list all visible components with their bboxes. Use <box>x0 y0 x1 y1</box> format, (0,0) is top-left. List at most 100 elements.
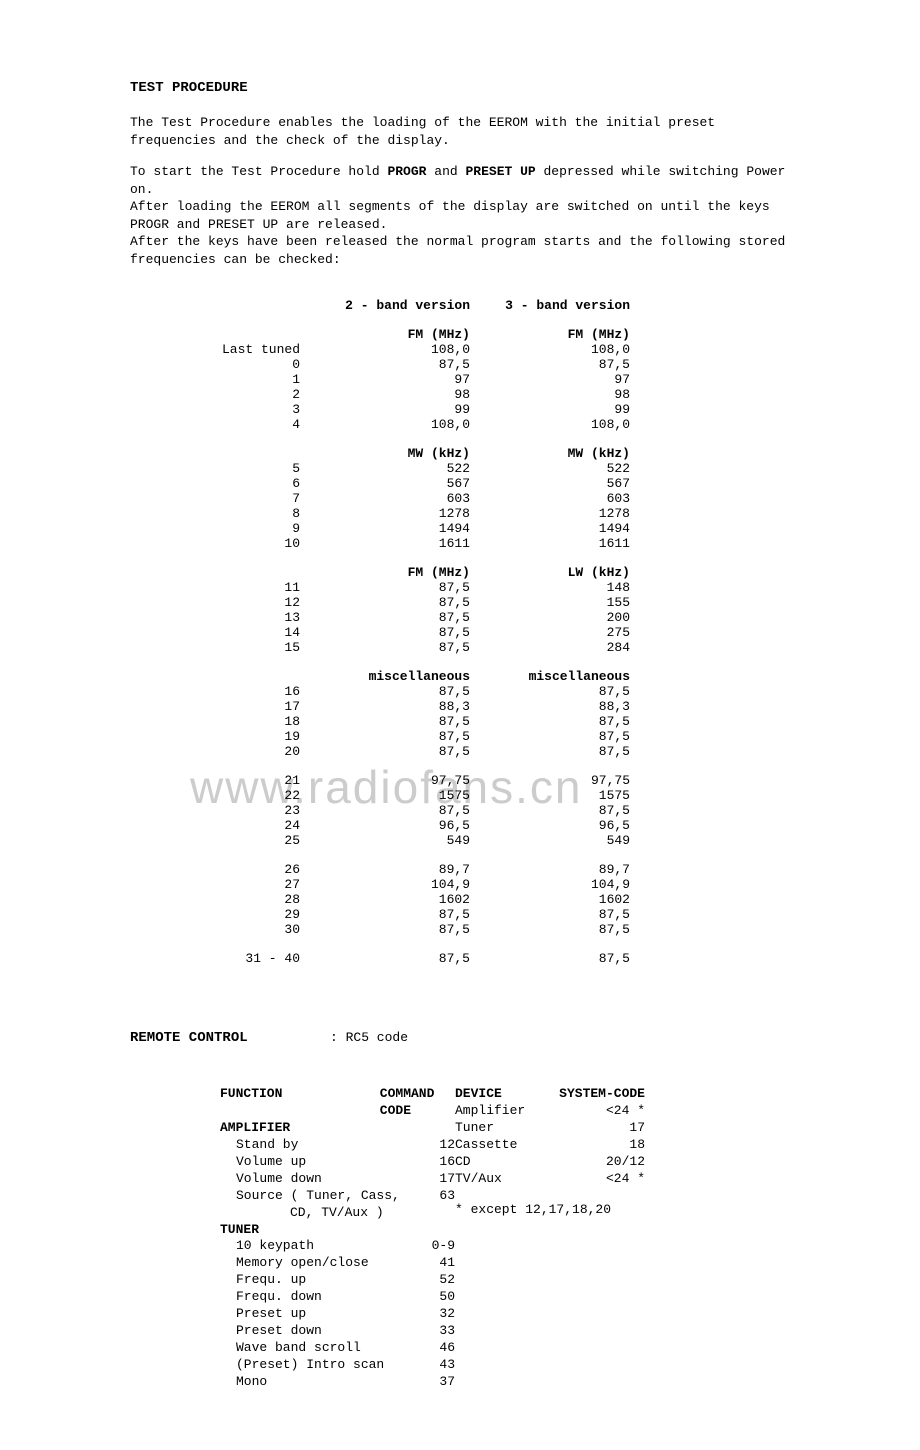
rc-func: Volume up <box>220 1154 405 1171</box>
rc-func: Mono <box>220 1374 405 1391</box>
remote-control-heading: REMOTE CONTROL : RC5 code <box>130 1030 790 1046</box>
freq-row-v3: 96,5 <box>480 818 640 833</box>
rc-code: 43 <box>405 1357 455 1374</box>
rc-code: 17 <box>405 1171 455 1188</box>
freq-row-v3: 567 <box>480 476 640 491</box>
group-header-v3: MW (kHz) <box>480 446 640 461</box>
freq-row-label: 6 <box>130 476 310 491</box>
freq-row-label: 4 <box>130 417 310 432</box>
freq-row-v2: 99 <box>310 402 480 417</box>
rc-code: 37 <box>405 1374 455 1391</box>
rc-footnote: * except 12,17,18,20 <box>455 1202 611 1219</box>
freq-row-v3: 1494 <box>480 521 640 536</box>
freq-row-v2: 97,75 <box>310 773 480 788</box>
freq-row-label: Last tuned <box>130 342 310 357</box>
group-header-v3: FM (MHz) <box>480 327 640 342</box>
freq-row-v2: 87,5 <box>310 610 480 625</box>
freq-row-v3: 549 <box>480 833 640 848</box>
freq-row-label: 25 <box>130 833 310 848</box>
group-blank <box>130 565 310 580</box>
freq-row-v3: 1278 <box>480 506 640 521</box>
rc-header-code: COMMAND CODE <box>380 1086 455 1120</box>
rc-func: Wave band scroll <box>220 1340 405 1357</box>
freq-row-v3: 87,5 <box>480 951 640 966</box>
freq-row-label: 2 <box>130 387 310 402</box>
freq-row-v2: 97 <box>310 372 480 387</box>
freq-row-label: 9 <box>130 521 310 536</box>
freq-row-v2: 1611 <box>310 536 480 551</box>
rc-func: Frequ. down <box>220 1289 405 1306</box>
freq-row-v2: 108,0 <box>310 342 480 357</box>
rc-amp-label: AMPLIFIER <box>220 1120 390 1137</box>
freq-row-v3: 87,5 <box>480 357 640 372</box>
freq-row-v3: 87,5 <box>480 922 640 937</box>
freq-row-label: 28 <box>130 892 310 907</box>
freq-row-label: 18 <box>130 714 310 729</box>
freq-row-label: 20 <box>130 744 310 759</box>
frequency-table: 2 - band version 3 - band version FM (MH… <box>130 298 790 980</box>
rc-header-function: FUNCTION <box>220 1086 380 1120</box>
rc-func: CD, TV/Aux ) <box>220 1205 418 1222</box>
freq-row-v3: 108,0 <box>480 417 640 432</box>
freq-row-v3: 284 <box>480 640 640 655</box>
freq-row-v3: 98 <box>480 387 640 402</box>
freq-row-label: 21 <box>130 773 310 788</box>
rc-func: Volume down <box>220 1171 405 1188</box>
freq-row-v2: 98 <box>310 387 480 402</box>
freq-row-v2: 87,5 <box>310 640 480 655</box>
rc-code: 63 <box>405 1188 455 1205</box>
freq-row-v3: 87,5 <box>480 684 640 699</box>
freq-row-label: 23 <box>130 803 310 818</box>
freq-row-v2: 87,5 <box>310 803 480 818</box>
rc-func: Frequ. up <box>220 1272 405 1289</box>
freq-row-v3: 603 <box>480 491 640 506</box>
intro-para-1: The Test Procedure enables the loading o… <box>130 114 790 149</box>
text: After loading the EEROM all segments of … <box>130 199 770 232</box>
freq-row-v2: 108,0 <box>310 417 480 432</box>
freq-row-v2: 87,5 <box>310 951 480 966</box>
group-blank <box>130 327 310 342</box>
freq-row-v3: 522 <box>480 461 640 476</box>
freq-row-v3: 99 <box>480 402 640 417</box>
rc-syscode: 20/12 <box>555 1154 645 1171</box>
rc-code: 46 <box>405 1340 455 1357</box>
freq-row-label: 29 <box>130 907 310 922</box>
freq-row-v2: 89,7 <box>310 862 480 877</box>
freq-row-label: 26 <box>130 862 310 877</box>
rc-code: 50 <box>405 1289 455 1306</box>
freq-row-v2: 87,5 <box>310 907 480 922</box>
freq-row-v2: 87,5 <box>310 729 480 744</box>
rc-func: Memory open/close <box>220 1255 405 1272</box>
rc-table: FUNCTION COMMAND CODE AMPLIFIER Stand by… <box>220 1086 790 1390</box>
freq-row-label: 13 <box>130 610 310 625</box>
freq-row-v3: 200 <box>480 610 640 625</box>
text: After the keys have been released the no… <box>130 234 785 267</box>
rc-header-syscode: SYSTEM-CODE <box>555 1086 645 1103</box>
freq-row-v3: 1611 <box>480 536 640 551</box>
freq-row-v2: 1278 <box>310 506 480 521</box>
rc-device: Cassette <box>455 1137 555 1154</box>
group-blank <box>130 669 310 684</box>
remote-value: : RC5 code <box>330 1030 408 1046</box>
freq-row-label: 5 <box>130 461 310 476</box>
freq-row-v2: 1494 <box>310 521 480 536</box>
freq-row-v3: 1602 <box>480 892 640 907</box>
freq-row-label: 30 <box>130 922 310 937</box>
freq-row-v3: 97,75 <box>480 773 640 788</box>
rc-func: Preset up <box>220 1306 405 1323</box>
group-header-v2: FM (MHz) <box>310 327 480 342</box>
freq-row-label: 14 <box>130 625 310 640</box>
freq-row-v2: 567 <box>310 476 480 491</box>
freq-row-v3: 88,3 <box>480 699 640 714</box>
rc-right-col: DEVICE SYSTEM-CODE Amplifier<24 *Tuner17… <box>455 1086 655 1390</box>
rc-func: 10 keypath <box>220 1238 405 1255</box>
freq-row-v2: 87,5 <box>310 744 480 759</box>
rc-func: Source ( Tuner, Cass, <box>220 1188 405 1205</box>
freq-row-v2: 96,5 <box>310 818 480 833</box>
text: To start the Test Procedure hold <box>130 164 387 179</box>
rc-syscode: 17 <box>555 1120 645 1137</box>
rc-code: 41 <box>405 1255 455 1272</box>
freq-row-v3: 108,0 <box>480 342 640 357</box>
freq-row-v3: 87,5 <box>480 714 640 729</box>
rc-device: Tuner <box>455 1120 555 1137</box>
